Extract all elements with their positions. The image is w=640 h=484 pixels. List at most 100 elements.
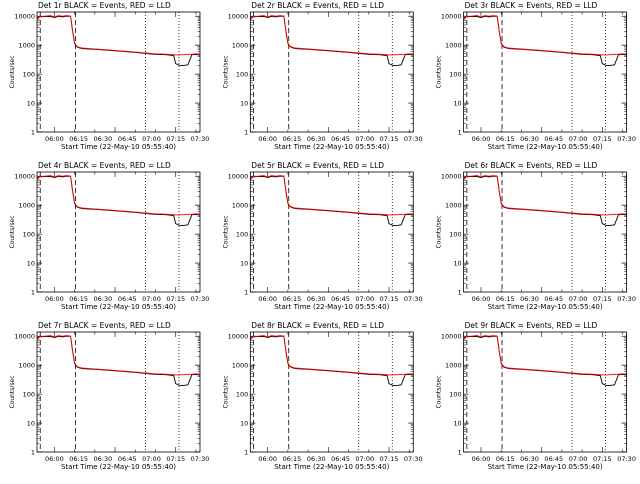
x-tick-label: 06:45 [118,455,137,463]
x-axis-title: Start Time (22-May-10 05:55:40) [274,303,389,311]
y-axis-title: Counts/sec [222,215,229,248]
lld-series-line [463,175,627,216]
lld-series-line [37,15,200,56]
panel-title: Det 9r BLACK = Events, RED = LLD [465,321,598,330]
plot-frame [36,171,201,293]
x-tick-label: 07:15 [166,135,185,143]
x-tick-label: 07:00 [355,455,374,463]
x-tick-label: 07:15 [593,295,612,303]
x-tick-label: 06:15 [283,295,302,303]
x-tick-label: 06:00 [258,135,277,143]
x-tick-label: 07:30 [617,135,636,143]
y-tick-label: 10000 [14,333,35,341]
x-tick-label: 07:30 [191,135,210,143]
y-tick-label: 1 [31,448,35,456]
y-axis-title: Counts/sec [9,55,16,88]
x-axis-title: Start Time (22-May-10 05:55:40) [488,303,603,311]
x-tick-label: 07:00 [569,295,588,303]
x-tick-label: 06:15 [69,295,88,303]
y-tick-label: 100 [236,70,248,78]
lld-series-line [37,175,200,216]
x-tick-label: 07:30 [191,455,210,463]
events-series-line [37,175,200,226]
detector-panel: 1 10 100 1000 10000 06:00 06:15 06:30 06:45 07:00… [9,321,209,471]
x-axis-title: Start Time (22-May-10 05:55:40) [274,143,389,151]
y-tick-label: 10 [240,259,248,267]
plot-frame [463,11,628,133]
x-tick-label: 06:45 [118,135,137,143]
detector-panel: 1 10 100 1000 10000 06:00 06:15 06:30 06:45 07:00… [436,1,636,151]
x-axis-title: Start Time (22-May-10 05:55:40) [488,143,603,151]
y-tick-label: 100 [449,70,461,78]
x-tick-label: 07:00 [355,295,374,303]
panel-title: Det 6r BLACK = Events, RED = LLD [465,161,598,170]
x-tick-label: 06:45 [118,295,137,303]
x-axis-title: Start Time (22-May-10 05:55:40) [274,463,389,471]
y-tick-label: 1 [244,288,248,296]
y-axis-title: Counts/sec [9,375,16,408]
panel-title: Det 8r BLACK = Events, RED = LLD [251,321,384,330]
x-tick-label: 06:30 [520,135,539,143]
y-tick-label: 1 [457,448,461,456]
x-tick-label: 06:30 [94,295,113,303]
x-tick-label: 06:45 [544,295,563,303]
x-tick-label: 06:00 [472,135,491,143]
y-tick-label: 1000 [445,41,462,49]
detector-panel: 1 10 100 1000 10000 06:00 06:15 06:30 06:45 07:00… [222,321,422,471]
detector-panel: 1 10 100 1000 10000 06:00 06:15 06:30 06:45 07:00… [436,161,636,311]
x-tick-label: 07:30 [617,295,636,303]
x-tick-label: 07:30 [404,455,423,463]
panel-title: Det 2r BLACK = Events, RED = LLD [251,1,384,10]
y-tick-label: 10000 [228,13,249,21]
y-axis-title: Counts/sec [222,375,229,408]
lld-series-line [250,335,414,376]
x-tick-label: 06:30 [520,295,539,303]
y-axis-title: Counts/sec [436,215,443,248]
x-tick-label: 06:00 [45,295,64,303]
y-tick-label: 10 [27,419,35,427]
y-tick-label: 10000 [14,173,35,181]
x-tick-label: 06:00 [45,455,64,463]
x-tick-label: 07:15 [166,295,185,303]
panel-title: Det 7r BLACK = Events, RED = LLD [38,321,171,330]
y-tick-label: 100 [236,390,248,398]
x-tick-label: 07:15 [593,135,612,143]
y-tick-label: 10 [453,99,461,107]
x-tick-label: 06:00 [258,455,277,463]
y-tick-label: 100 [236,230,248,238]
x-tick-label: 06:00 [472,455,491,463]
y-axis-title: Counts/sec [9,215,16,248]
x-tick-label: 06:15 [496,455,515,463]
panel-title: Det 3r BLACK = Events, RED = LLD [465,1,598,10]
y-tick-label: 1000 [232,201,249,209]
y-tick-label: 100 [23,230,35,238]
x-tick-label: 06:00 [45,135,64,143]
x-tick-label: 07:30 [191,295,210,303]
lld-series-line [250,15,414,56]
x-tick-label: 07:00 [142,295,161,303]
events-series-line [463,335,627,386]
y-tick-label: 1000 [18,201,35,209]
y-tick-label: 10 [240,419,248,427]
plot-frame [36,331,201,453]
x-tick-label: 06:30 [94,455,113,463]
x-tick-label: 07:00 [569,135,588,143]
x-tick-label: 06:00 [258,295,277,303]
y-tick-label: 1 [31,128,35,136]
y-tick-label: 100 [449,390,461,398]
y-axis-title: Counts/sec [436,375,443,408]
events-series-line [463,175,627,226]
y-tick-label: 1 [457,128,461,136]
events-series-line [37,15,200,66]
y-tick-label: 10000 [228,173,249,181]
panel-title: Det 1r BLACK = Events, RED = LLD [38,1,171,10]
y-tick-label: 1 [244,128,248,136]
lld-series-line [250,175,414,216]
panel-title: Det 4r BLACK = Events, RED = LLD [38,161,171,170]
plot-frame [249,331,414,453]
x-tick-label: 06:15 [69,455,88,463]
events-series-line [463,15,627,66]
x-tick-label: 07:15 [380,455,399,463]
